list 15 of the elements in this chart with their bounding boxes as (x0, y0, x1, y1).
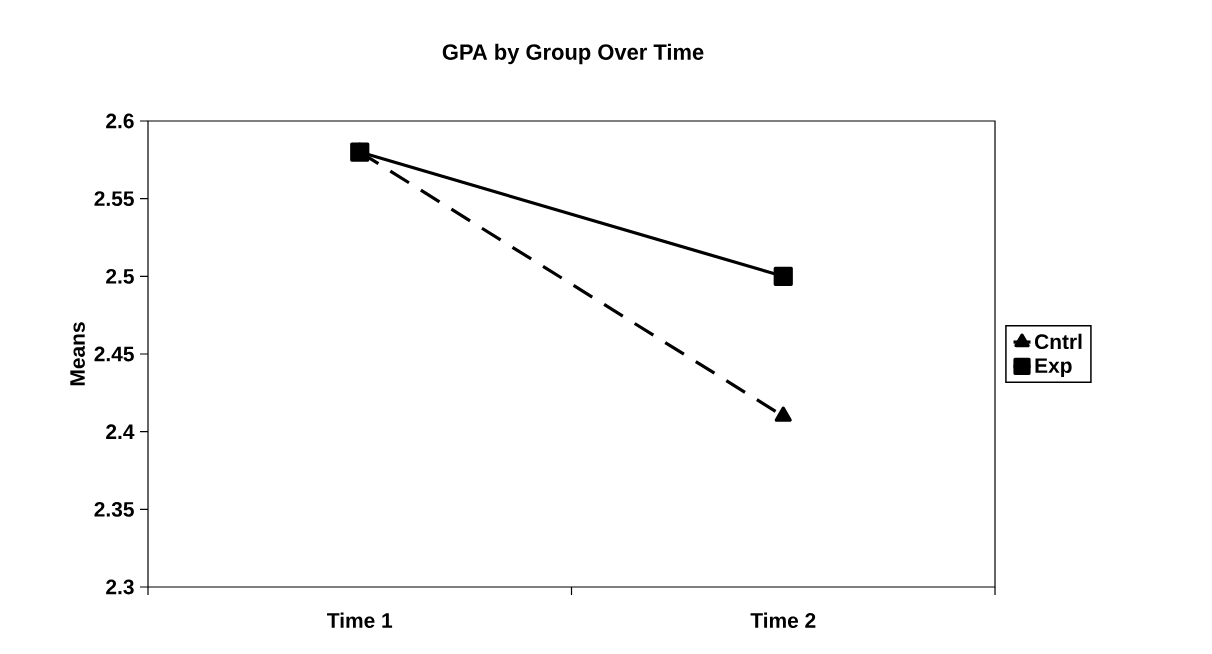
point (773, 266, 793, 286)
y-tick-label: 2.4 (106, 424, 135, 439)
y-tick-label: 2.35 (94, 501, 134, 517)
x-tick-label: Time 2 (750, 612, 816, 628)
y-tick-label: 2.6 (106, 113, 134, 129)
y-tick-label: 2.45 (94, 346, 134, 362)
y-tick-label: 2.5 (106, 268, 134, 284)
point (350, 142, 370, 162)
y-tick-label: 2.3 (106, 579, 134, 595)
x-tick-label: Time 1 (327, 612, 393, 628)
y-tick-label: 2.55 (94, 191, 134, 207)
y-axis-title: Means (70, 322, 85, 386)
chart-title: GPA by Group Over Time (442, 43, 704, 65)
legend-label: Cntrl (1034, 333, 1082, 350)
legend-label: Exp (1035, 358, 1072, 378)
